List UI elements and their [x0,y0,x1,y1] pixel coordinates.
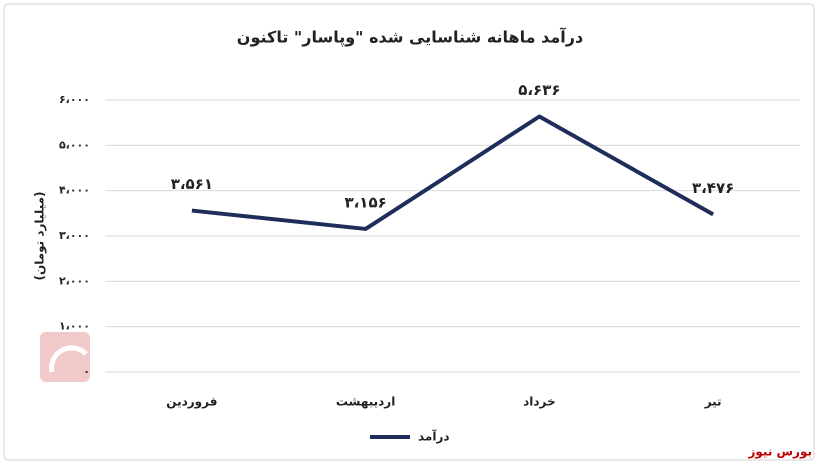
data-label: ۳،۱۵۶ [344,193,386,211]
chart-title: درآمد ماهانه شناسایی شده "وپاسار" تاکنون [237,27,583,48]
y-tick-label: ۵،۰۰۰ [59,138,90,151]
x-tick-label: فروردین [166,395,217,410]
data-label: ۵،۶۳۶ [518,81,560,99]
y-tick-label: ۰ [83,365,90,378]
x-tick-label: اردیبهشت [336,395,395,409]
legend-label: درآمد [418,429,450,444]
x-tick-label: تیر [704,395,722,409]
x-tick-label: خرداد [523,395,556,409]
series-line [191,114,715,231]
source: بورس نیوز [747,445,812,460]
logo [40,332,90,382]
y-tick-label: ۳،۰۰۰ [59,229,90,242]
y-tick-label: ۴،۰۰۰ [59,184,90,197]
chart-border [3,3,815,461]
y-tick-label: ۱،۰۰۰ [59,320,90,333]
data-label: ۳،۵۶۱ [171,175,213,193]
y-tick-label: ۶،۰۰۰ [59,93,90,106]
y-tick-label: ۲،۰۰۰ [59,274,90,287]
y-axis-label: (میلیارد تومان) [33,191,48,280]
data-label: ۳،۴۷۶ [692,179,734,197]
